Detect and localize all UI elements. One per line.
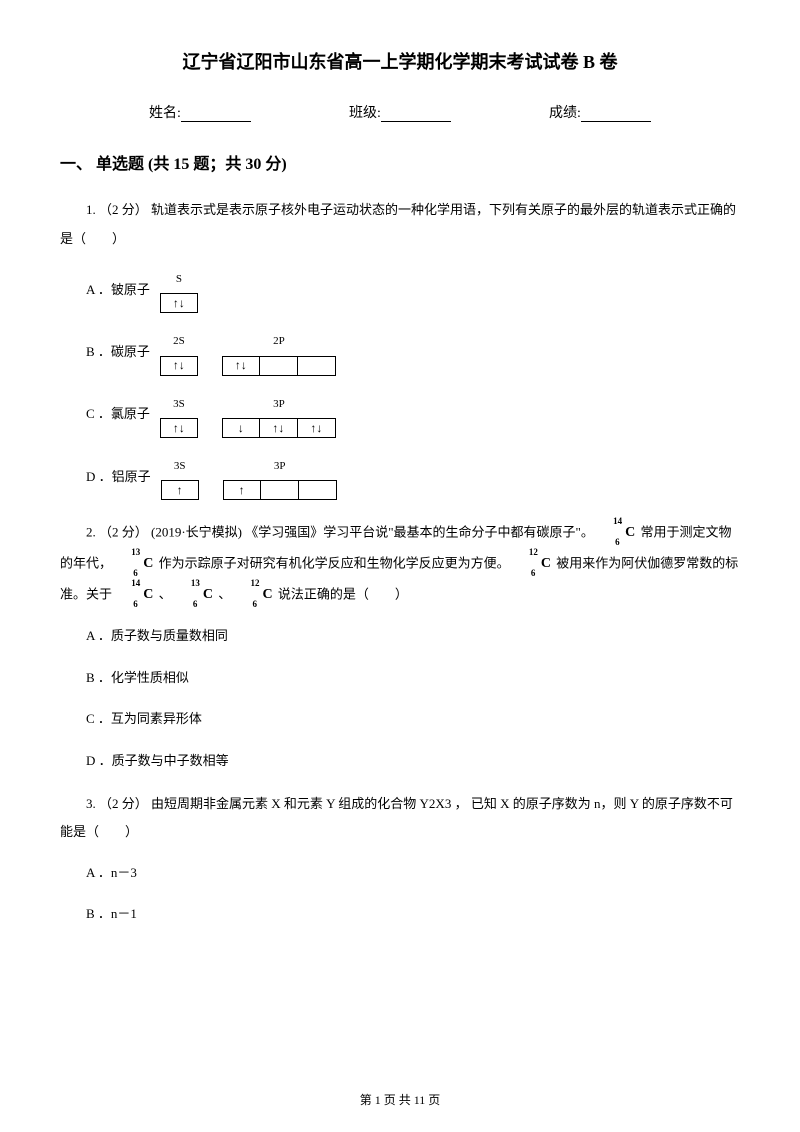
question-1: 1. （2 分） 轨道表示式是表示原子核外电子运动状态的一种化学用语，下列有关原… [60, 196, 740, 500]
q1-option-a: A ．铍原子 S ↑↓ [60, 267, 740, 313]
q2-option-b: B ．化学性质相似 [60, 666, 740, 689]
q1-option-b: B ．碳原子 2S ↑↓ 2P ↑↓ [60, 329, 740, 375]
name-field: 姓名: [149, 102, 251, 122]
orbital-label: 2P [273, 329, 285, 353]
orbital-label: 3P [274, 454, 286, 478]
option-label: A ．铍原子 [60, 276, 150, 305]
isotope-c12: 126C [515, 549, 551, 580]
orbital-label: S [176, 267, 182, 291]
class-field: 班级: [349, 102, 451, 122]
q2-option-c: C ．互为同素异形体 [60, 707, 740, 730]
orbital-diagram: S ↑↓ [160, 267, 198, 313]
orbital-box: ↓ [222, 418, 260, 438]
orbital-box [260, 356, 298, 376]
q2-option-d: D ．质子数与中子数相等 [60, 749, 740, 772]
q1-option-c: C ．氯原子 3S ↑↓ 3P ↓ ↑↓ ↑↓ [60, 392, 740, 438]
isotope-c14: 146C [599, 518, 635, 549]
orbital-box [299, 480, 337, 500]
option-label: C ．氯原子 [60, 400, 150, 429]
orbital-box: ↑↓ [298, 418, 336, 438]
orbital-diagram: 3S ↑↓ 3P ↓ ↑↓ ↑↓ [160, 392, 336, 438]
section-header: 一、 单选题 (共 15 题；共 30 分) [60, 150, 740, 174]
orbital-box: ↑ [161, 480, 199, 500]
question-1-text: 1. （2 分） 轨道表示式是表示原子核外电子运动状态的一种化学用语，下列有关原… [60, 196, 740, 253]
q2-option-a: A ．质子数与质量数相同 [60, 624, 740, 647]
page-footer: 第 1 页 共 11 页 [0, 1091, 800, 1108]
orbital-box: ↑↓ [160, 418, 198, 438]
question-3-text: 3. （2 分） 由短周期非金属元素 X 和元素 Y 组成的化合物 Y2X3 ，… [60, 790, 740, 847]
score-field: 成绩: [549, 102, 651, 122]
student-info-line: 姓名: 班级: 成绩: [60, 102, 740, 122]
orbital-box [298, 356, 336, 376]
question-3: 3. （2 分） 由短周期非金属元素 X 和元素 Y 组成的化合物 Y2X3 ，… [60, 790, 740, 926]
isotope-c13: 136C [177, 580, 213, 611]
orbital-box: ↑↓ [160, 356, 198, 376]
orbital-box: ↑↓ [260, 418, 298, 438]
q3-option-a: A ．n－3 [60, 861, 740, 884]
isotope-c14: 146C [117, 580, 153, 611]
orbital-label: 2S [173, 329, 185, 353]
orbital-diagram: 2S ↑↓ 2P ↑↓ [160, 329, 336, 375]
question-2-text: 2. （2 分） (2019·长宁模拟) 《学习强国》学习平台说"最基本的生命分… [60, 518, 740, 610]
orbital-label: 3P [273, 392, 285, 416]
orbital-box [261, 480, 299, 500]
isotope-c12: 126C [237, 580, 273, 611]
exam-title: 辽宁省辽阳市山东省高一上学期化学期末考试试卷 B 卷 [60, 48, 740, 74]
orbital-diagram: 3S ↑ 3P ↑ [161, 454, 337, 500]
option-label: B ．碳原子 [60, 338, 150, 367]
orbital-label: 3S [173, 392, 185, 416]
orbital-box: ↑↓ [160, 293, 198, 313]
q3-option-b: B ．n－1 [60, 902, 740, 925]
question-2: 2. （2 分） (2019·长宁模拟) 《学习强国》学习平台说"最基本的生命分… [60, 518, 740, 772]
orbital-box: ↑↓ [222, 356, 260, 376]
q1-option-d: D ．铝原子 3S ↑ 3P ↑ [60, 454, 740, 500]
orbital-label: 3S [174, 454, 186, 478]
orbital-box: ↑ [223, 480, 261, 500]
option-label: D ．铝原子 [60, 463, 151, 492]
